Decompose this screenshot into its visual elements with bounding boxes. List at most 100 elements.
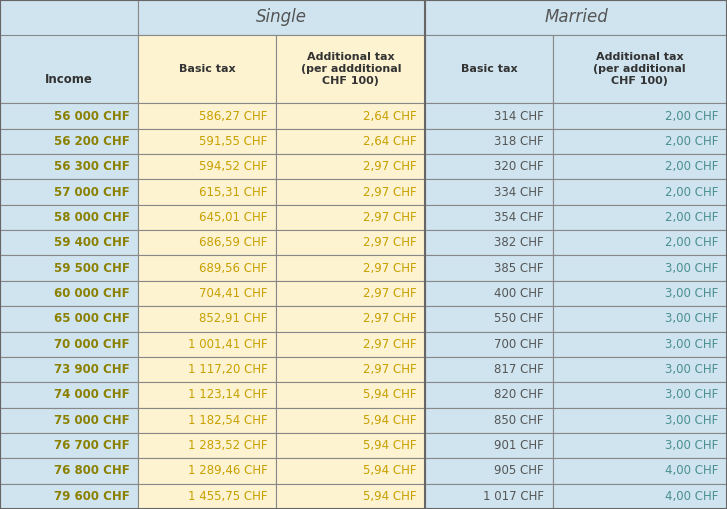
Bar bbox=[553, 382, 727, 408]
Text: 905 CHF: 905 CHF bbox=[494, 465, 544, 477]
Text: 850 CHF: 850 CHF bbox=[494, 414, 544, 427]
Text: 5,94 CHF: 5,94 CHF bbox=[363, 490, 417, 503]
Text: 1 455,75 CHF: 1 455,75 CHF bbox=[188, 490, 268, 503]
Bar bbox=[0, 205, 138, 230]
Bar bbox=[0, 0, 138, 103]
Text: 615,31 CHF: 615,31 CHF bbox=[199, 186, 268, 199]
Text: 817 CHF: 817 CHF bbox=[494, 363, 544, 376]
Bar bbox=[138, 103, 276, 129]
Bar bbox=[138, 154, 276, 179]
Bar bbox=[0, 433, 138, 458]
Text: 2,97 CHF: 2,97 CHF bbox=[363, 160, 417, 173]
Bar bbox=[0, 281, 138, 306]
Bar bbox=[553, 408, 727, 433]
Bar bbox=[0, 331, 138, 357]
Text: 3,00 CHF: 3,00 CHF bbox=[665, 439, 718, 452]
Bar bbox=[138, 458, 276, 484]
Bar bbox=[553, 256, 727, 281]
Text: 318 CHF: 318 CHF bbox=[494, 135, 544, 148]
Bar bbox=[553, 35, 727, 103]
Text: 2,64 CHF: 2,64 CHF bbox=[363, 109, 417, 123]
Text: 586,27 CHF: 586,27 CHF bbox=[199, 109, 268, 123]
Text: 550 CHF: 550 CHF bbox=[494, 313, 544, 325]
Bar bbox=[138, 331, 276, 357]
Text: Income: Income bbox=[45, 73, 93, 86]
Text: 74 000 CHF: 74 000 CHF bbox=[54, 388, 129, 402]
Text: Basic tax: Basic tax bbox=[461, 64, 517, 74]
Bar bbox=[138, 433, 276, 458]
Bar bbox=[553, 433, 727, 458]
Text: 2,97 CHF: 2,97 CHF bbox=[363, 186, 417, 199]
Bar bbox=[425, 154, 553, 179]
Text: 70 000 CHF: 70 000 CHF bbox=[54, 337, 129, 351]
Text: 354 CHF: 354 CHF bbox=[494, 211, 544, 224]
Text: 1 001,41 CHF: 1 001,41 CHF bbox=[188, 337, 268, 351]
Text: 400 CHF: 400 CHF bbox=[494, 287, 544, 300]
Bar bbox=[425, 433, 553, 458]
Bar bbox=[425, 0, 727, 35]
Text: 2,97 CHF: 2,97 CHF bbox=[363, 211, 417, 224]
Bar bbox=[276, 256, 425, 281]
Bar bbox=[425, 230, 553, 256]
Bar bbox=[425, 458, 553, 484]
Bar bbox=[553, 484, 727, 509]
Bar bbox=[0, 306, 138, 331]
Text: 820 CHF: 820 CHF bbox=[494, 388, 544, 402]
Text: 2,97 CHF: 2,97 CHF bbox=[363, 287, 417, 300]
Bar bbox=[276, 382, 425, 408]
Bar bbox=[138, 35, 276, 103]
Bar bbox=[138, 408, 276, 433]
Text: 56 200 CHF: 56 200 CHF bbox=[54, 135, 129, 148]
Bar bbox=[0, 35, 138, 103]
Bar bbox=[276, 129, 425, 154]
Bar bbox=[553, 103, 727, 129]
Text: 689,56 CHF: 689,56 CHF bbox=[199, 262, 268, 275]
Text: 1 117,20 CHF: 1 117,20 CHF bbox=[188, 363, 268, 376]
Text: 2,64 CHF: 2,64 CHF bbox=[363, 135, 417, 148]
Text: 2,97 CHF: 2,97 CHF bbox=[363, 363, 417, 376]
Bar bbox=[138, 382, 276, 408]
Text: 1 283,52 CHF: 1 283,52 CHF bbox=[188, 439, 268, 452]
Text: 2,00 CHF: 2,00 CHF bbox=[665, 211, 718, 224]
Bar bbox=[425, 35, 553, 103]
Bar bbox=[0, 357, 138, 382]
Text: 2,00 CHF: 2,00 CHF bbox=[665, 109, 718, 123]
Bar bbox=[0, 230, 138, 256]
Bar bbox=[276, 103, 425, 129]
Text: 3,00 CHF: 3,00 CHF bbox=[665, 262, 718, 275]
Bar bbox=[0, 256, 138, 281]
Text: 60 000 CHF: 60 000 CHF bbox=[54, 287, 129, 300]
Text: 2,00 CHF: 2,00 CHF bbox=[665, 236, 718, 249]
Text: 334 CHF: 334 CHF bbox=[494, 186, 544, 199]
Text: 385 CHF: 385 CHF bbox=[494, 262, 544, 275]
Bar bbox=[553, 230, 727, 256]
Text: 59 500 CHF: 59 500 CHF bbox=[54, 262, 129, 275]
Bar bbox=[0, 129, 138, 154]
Bar bbox=[276, 179, 425, 205]
Text: 76 700 CHF: 76 700 CHF bbox=[54, 439, 129, 452]
Bar bbox=[138, 230, 276, 256]
Text: 5,94 CHF: 5,94 CHF bbox=[363, 439, 417, 452]
Text: 3,00 CHF: 3,00 CHF bbox=[665, 313, 718, 325]
Bar bbox=[425, 281, 553, 306]
Bar bbox=[276, 306, 425, 331]
Bar bbox=[138, 256, 276, 281]
Bar bbox=[553, 129, 727, 154]
Text: 3,00 CHF: 3,00 CHF bbox=[665, 388, 718, 402]
Bar bbox=[0, 382, 138, 408]
Text: 73 900 CHF: 73 900 CHF bbox=[54, 363, 129, 376]
Text: 382 CHF: 382 CHF bbox=[494, 236, 544, 249]
Bar bbox=[276, 484, 425, 509]
Text: 59 400 CHF: 59 400 CHF bbox=[54, 236, 129, 249]
Bar bbox=[138, 0, 425, 35]
Bar bbox=[138, 205, 276, 230]
Bar bbox=[276, 408, 425, 433]
Text: 2,97 CHF: 2,97 CHF bbox=[363, 313, 417, 325]
Text: 5,94 CHF: 5,94 CHF bbox=[363, 414, 417, 427]
Bar bbox=[276, 281, 425, 306]
Text: 2,97 CHF: 2,97 CHF bbox=[363, 337, 417, 351]
Bar bbox=[425, 256, 553, 281]
Bar bbox=[138, 484, 276, 509]
Bar bbox=[276, 458, 425, 484]
Text: 79 600 CHF: 79 600 CHF bbox=[54, 490, 129, 503]
